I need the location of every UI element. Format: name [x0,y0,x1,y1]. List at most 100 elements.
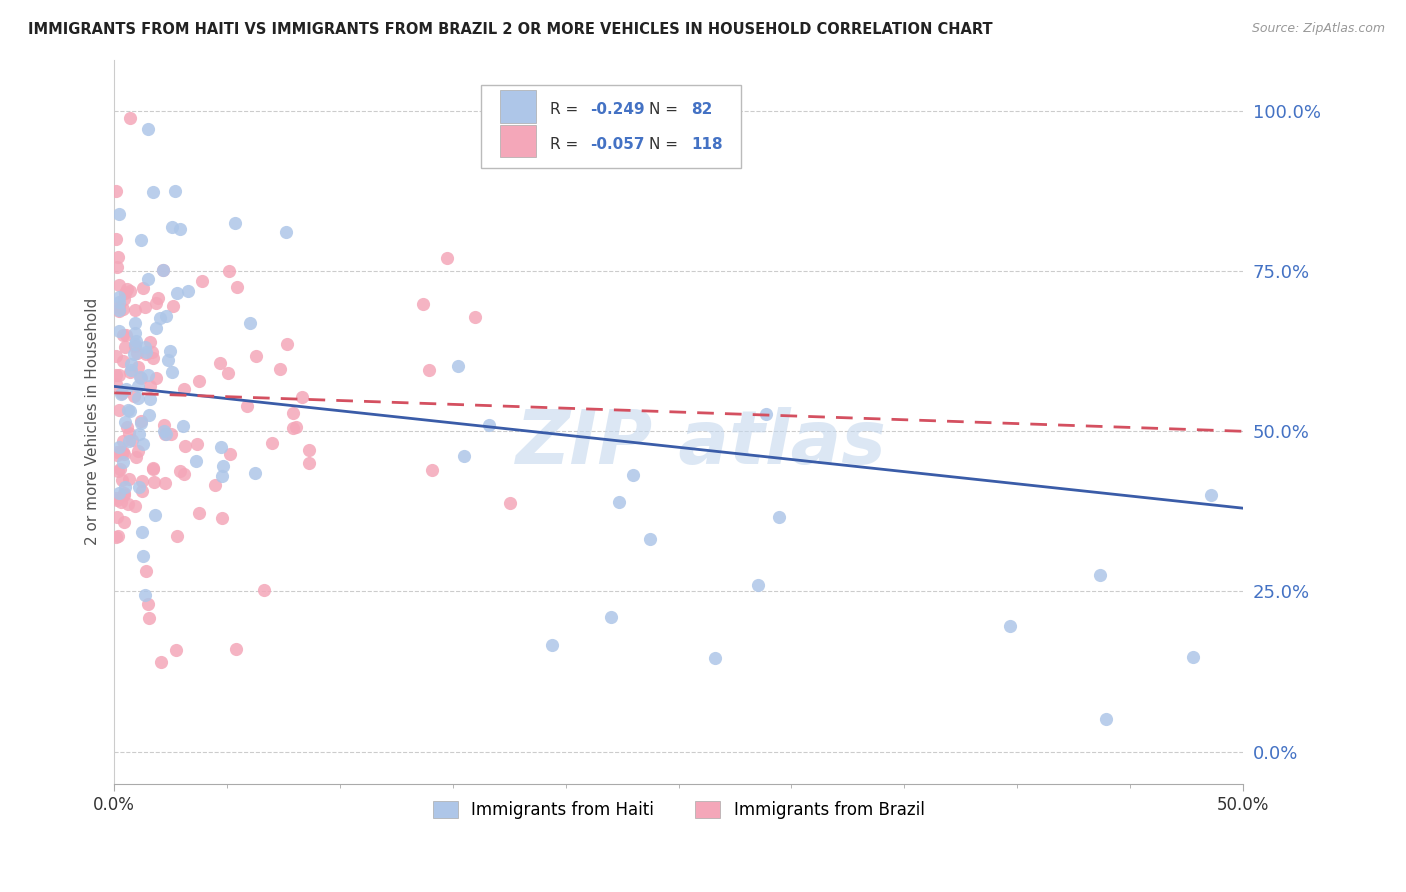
Point [120,363,142,377]
Point [108,368,131,383]
Point [145,370,167,384]
Point [162,300,184,314]
Point [134,300,156,314]
Point [114,340,136,354]
Point [211,459,233,474]
Point [111,444,134,458]
Point [105,376,128,391]
Point [146,292,169,306]
Point [131,475,153,489]
Point [155,310,177,324]
Point [124,339,146,353]
Point [139,378,162,392]
Point [153,426,176,441]
Point [177,284,200,298]
Point [165,642,187,657]
Point [541,638,564,652]
Point [136,368,159,382]
Point [1088,567,1111,582]
Point [209,441,232,455]
Point [135,347,157,361]
Point [420,463,443,477]
Point [115,420,138,434]
Point [107,302,129,317]
Point [118,472,141,486]
Point [218,263,240,277]
Point [245,349,267,363]
Point [262,436,284,450]
Point [105,530,128,544]
Point [239,316,262,330]
Point [105,232,128,246]
Point [111,434,134,448]
Point [269,361,291,376]
Text: N =: N = [650,136,683,152]
Point [127,379,149,393]
Point [120,284,142,298]
Text: R =: R = [550,102,583,117]
Point [276,337,298,351]
Point [110,495,132,509]
Point [125,334,148,348]
Point [149,655,172,669]
Point [142,462,165,476]
Point [281,406,304,420]
Point [112,328,135,343]
Point [122,389,145,403]
Point [105,493,128,508]
Point [226,280,249,294]
Point [211,511,233,525]
Point [114,480,136,494]
Point [122,347,145,361]
Point [112,488,135,502]
Point [131,233,153,247]
Point [297,456,319,470]
Point [129,414,152,428]
Text: R =: R = [550,136,583,152]
Point [478,418,501,433]
Point [136,272,159,286]
Point [118,111,141,125]
Point [1095,712,1118,726]
Point [112,455,135,469]
Point [998,619,1021,633]
Point [131,281,153,295]
Point [131,484,153,499]
Point [120,357,142,371]
Point [132,549,155,563]
Point [108,403,131,417]
Point [191,274,214,288]
Point [112,301,135,316]
Point [252,582,274,597]
Point [112,292,135,306]
Point [464,310,486,325]
Point [107,207,129,221]
Text: -0.057: -0.057 [591,136,645,152]
Point [219,447,242,461]
Point [136,597,159,611]
Point [173,439,195,453]
Point [169,464,191,478]
Point [107,528,129,542]
Point [152,263,174,277]
Point [149,310,172,325]
Point [105,260,128,275]
Text: ZIP atlas: ZIP atlas [516,407,887,480]
Point [107,250,129,264]
Point [112,447,135,461]
Point [124,317,146,331]
Point [118,434,141,448]
Point [1201,487,1223,501]
Point [142,351,165,365]
Point [127,391,149,405]
Point [127,443,149,458]
Point [125,450,148,464]
Text: N =: N = [650,102,683,117]
Point [436,251,458,265]
Point [131,524,153,539]
Point [145,320,167,334]
Point [159,343,181,358]
Point [156,352,179,367]
Point [117,282,139,296]
Point [281,421,304,435]
